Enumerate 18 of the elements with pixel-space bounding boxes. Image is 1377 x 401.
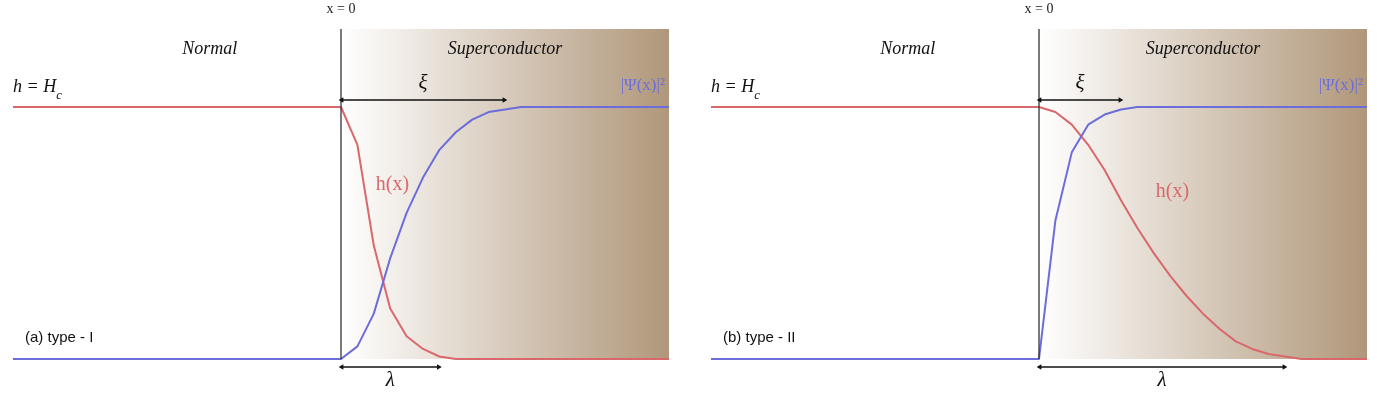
text: ξ — [418, 70, 428, 94]
text: Superconductor — [1145, 38, 1262, 58]
text: Normal — [181, 38, 238, 58]
series-label: |Ψ(x)|² — [620, 75, 665, 94]
text: Normal — [879, 38, 936, 58]
annotation: (a) type - I — [25, 328, 94, 345]
annotation: (b) type - II — [723, 328, 796, 345]
text: x = 0 — [326, 1, 356, 16]
series-label: |Ψ(x)|² — [1318, 75, 1363, 94]
text: λ — [384, 367, 395, 391]
text: h = H$_{c}$ — [711, 76, 761, 102]
text: ξ — [1075, 70, 1085, 94]
text: λ — [1156, 367, 1167, 391]
series-label: h(x) — [375, 171, 410, 195]
text: Superconductor — [447, 38, 564, 58]
text: x = 0 — [1024, 1, 1054, 16]
series-label: h(x) — [1155, 179, 1190, 203]
text: h = H$_{c}$ — [13, 76, 63, 102]
